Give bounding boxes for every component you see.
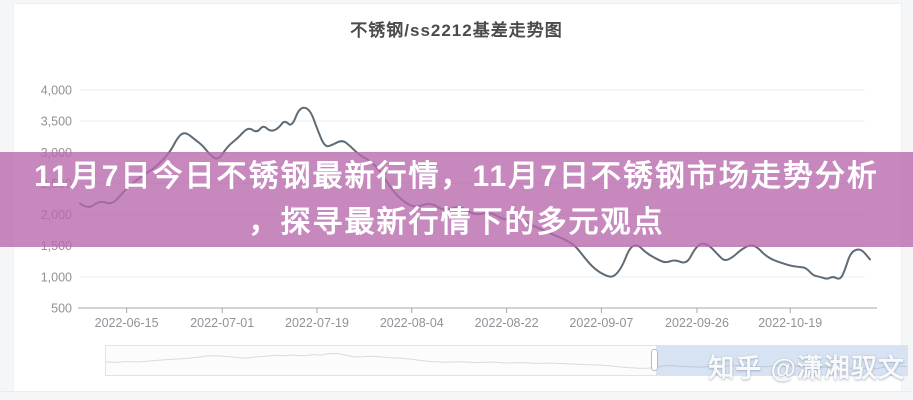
bottom-divider [0, 391, 913, 392]
x-axis-label: 2022-10-19 [758, 316, 822, 330]
datazoom-slider[interactable] [105, 345, 908, 376]
headline-line-1: 11月7日今日不锈钢最新行情，11月7日不锈钢市场走势分析 [34, 159, 879, 193]
headline-line-2: ，探寻最新行情下的多元观点 [248, 205, 665, 239]
y-axis-label: 500 [51, 302, 72, 316]
y-axis-label: 4,000 [41, 84, 72, 98]
x-axis-label: 2022-09-07 [569, 316, 633, 330]
y-axis-label: 3,500 [41, 115, 72, 129]
x-axis-label: 2022-07-01 [190, 316, 254, 330]
y-axis-label: 1,000 [41, 270, 72, 284]
headline-overlay: 11月7日今日不锈钢最新行情，11月7日不锈钢市场走势分析 ，探寻最新行情下的多… [0, 152, 913, 247]
watermark: 知乎 @潇湘驭文 [708, 353, 905, 383]
x-axis-label: 2022-08-04 [380, 316, 444, 330]
x-axis-label: 2022-08-22 [475, 316, 539, 330]
datazoom-selection[interactable] [656, 346, 907, 375]
x-axis-label: 2022-07-19 [285, 316, 349, 330]
datazoom-sparkline [106, 352, 907, 370]
sparkline-path [106, 352, 907, 370]
x-axis-label: 2022-09-26 [665, 316, 729, 330]
chart-title: 不锈钢/ss2212基差走势图 [350, 21, 563, 40]
x-axis-label: 2022-06-15 [95, 316, 159, 330]
datazoom-handle[interactable] [651, 349, 658, 371]
